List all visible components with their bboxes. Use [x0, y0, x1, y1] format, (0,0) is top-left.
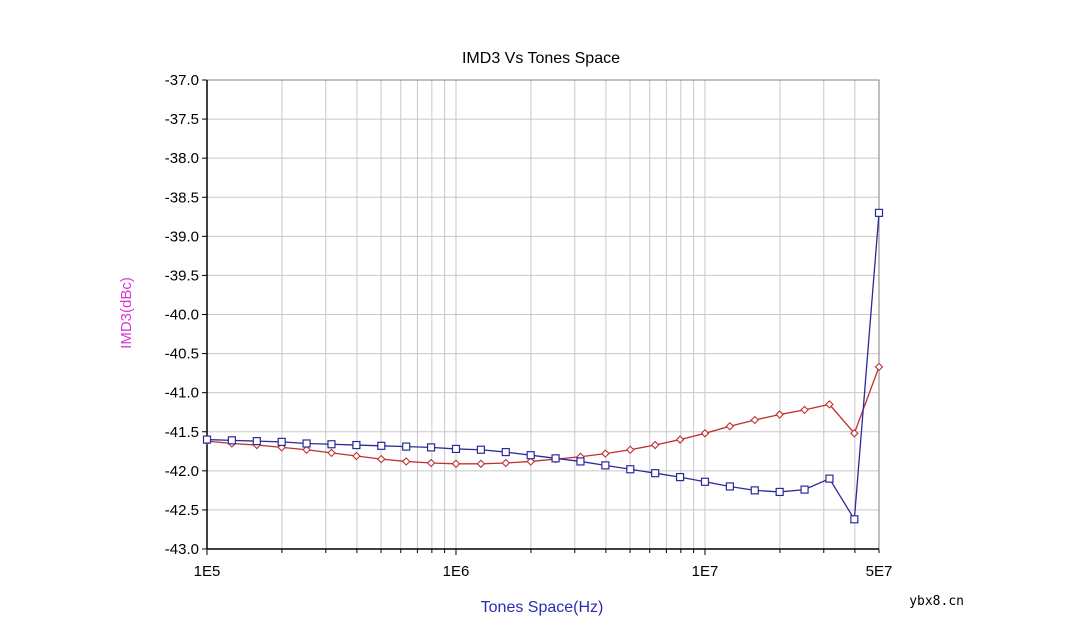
series-2-point — [377, 441, 386, 450]
series-2-point — [227, 436, 237, 445]
watermark-text: ybx8.cn — [909, 594, 964, 609]
series-1-point — [601, 449, 610, 458]
series-2-point — [725, 482, 734, 491]
y-tick-label: -38.0 — [165, 150, 199, 167]
y-tick-label: -42.0 — [165, 463, 199, 480]
series-1-point — [775, 410, 784, 419]
series-1-point — [800, 405, 809, 415]
series-2-point — [601, 461, 610, 470]
series-2-point — [675, 472, 685, 482]
series-1-point — [700, 429, 710, 438]
series-2-point — [451, 444, 461, 454]
series-1-point — [526, 457, 535, 466]
series-1-point — [850, 429, 859, 438]
y-tick-label: -41.5 — [165, 424, 199, 441]
y-tick-label: -38.5 — [165, 189, 199, 206]
series-1-point — [675, 435, 685, 444]
series-line-2 — [206, 212, 880, 522]
series-1-point — [625, 445, 635, 455]
series-2-point — [202, 435, 212, 444]
y-tick-label: -41.0 — [165, 385, 199, 402]
y-axis-label: IMD3(dBc) — [118, 277, 135, 349]
series-1-point — [750, 415, 760, 425]
series-2-point — [750, 486, 759, 495]
series-1-point — [426, 458, 436, 468]
series-2-point — [501, 447, 510, 457]
series-2-point — [551, 454, 560, 463]
series-1-point — [327, 448, 336, 458]
series-1-point — [451, 459, 461, 469]
series-1-point — [401, 457, 411, 466]
y-tick-label: -39.0 — [165, 228, 199, 245]
series-2-point — [576, 457, 585, 466]
series-2-point — [476, 445, 485, 454]
y-tick-label: -37.5 — [165, 111, 199, 128]
series-1-point — [352, 451, 361, 461]
series-2-point — [626, 465, 635, 474]
x-tick-label: 1E5 — [194, 563, 221, 580]
series-2-point — [825, 474, 834, 483]
series-2-point — [775, 487, 784, 497]
series-2-point — [252, 437, 261, 446]
series-1-point — [825, 400, 834, 409]
series-2-point — [402, 442, 411, 451]
y-tick-label: -42.5 — [165, 502, 199, 519]
series-2-point — [651, 469, 660, 478]
series-2-point — [526, 451, 535, 460]
y-tick-label: -37.0 — [165, 72, 199, 89]
series-1-point — [874, 362, 884, 372]
chart-title: IMD3 Vs Tones Space — [462, 50, 620, 67]
y-tick-label: -40.5 — [165, 346, 199, 363]
series-1-point — [302, 445, 311, 455]
series-line-1 — [206, 366, 880, 465]
x-tick-label: 5E7 — [866, 563, 893, 580]
series-2-point — [850, 515, 859, 524]
series-2-point — [352, 440, 361, 450]
y-tick-label: -39.5 — [165, 267, 199, 284]
y-tick-label: -40.0 — [165, 307, 199, 324]
series-1-point — [501, 458, 511, 468]
series-1-point — [650, 440, 660, 450]
x-tick-label: 1E6 — [443, 563, 470, 580]
series-2-point — [800, 485, 809, 494]
series-2-point — [277, 437, 286, 447]
series-2-point — [302, 439, 311, 448]
series-2-point — [700, 477, 710, 486]
x-axis-label: Tones Space(Hz) — [481, 599, 604, 616]
series-1-point — [377, 454, 386, 464]
y-tick-label: -43.0 — [165, 541, 199, 558]
series-2-point — [327, 440, 336, 449]
series-1-point — [725, 422, 735, 431]
series-2-point — [426, 443, 436, 452]
x-tick-label: 1E7 — [692, 563, 719, 580]
series-1-point — [476, 459, 486, 469]
series-2-point — [874, 208, 884, 217]
